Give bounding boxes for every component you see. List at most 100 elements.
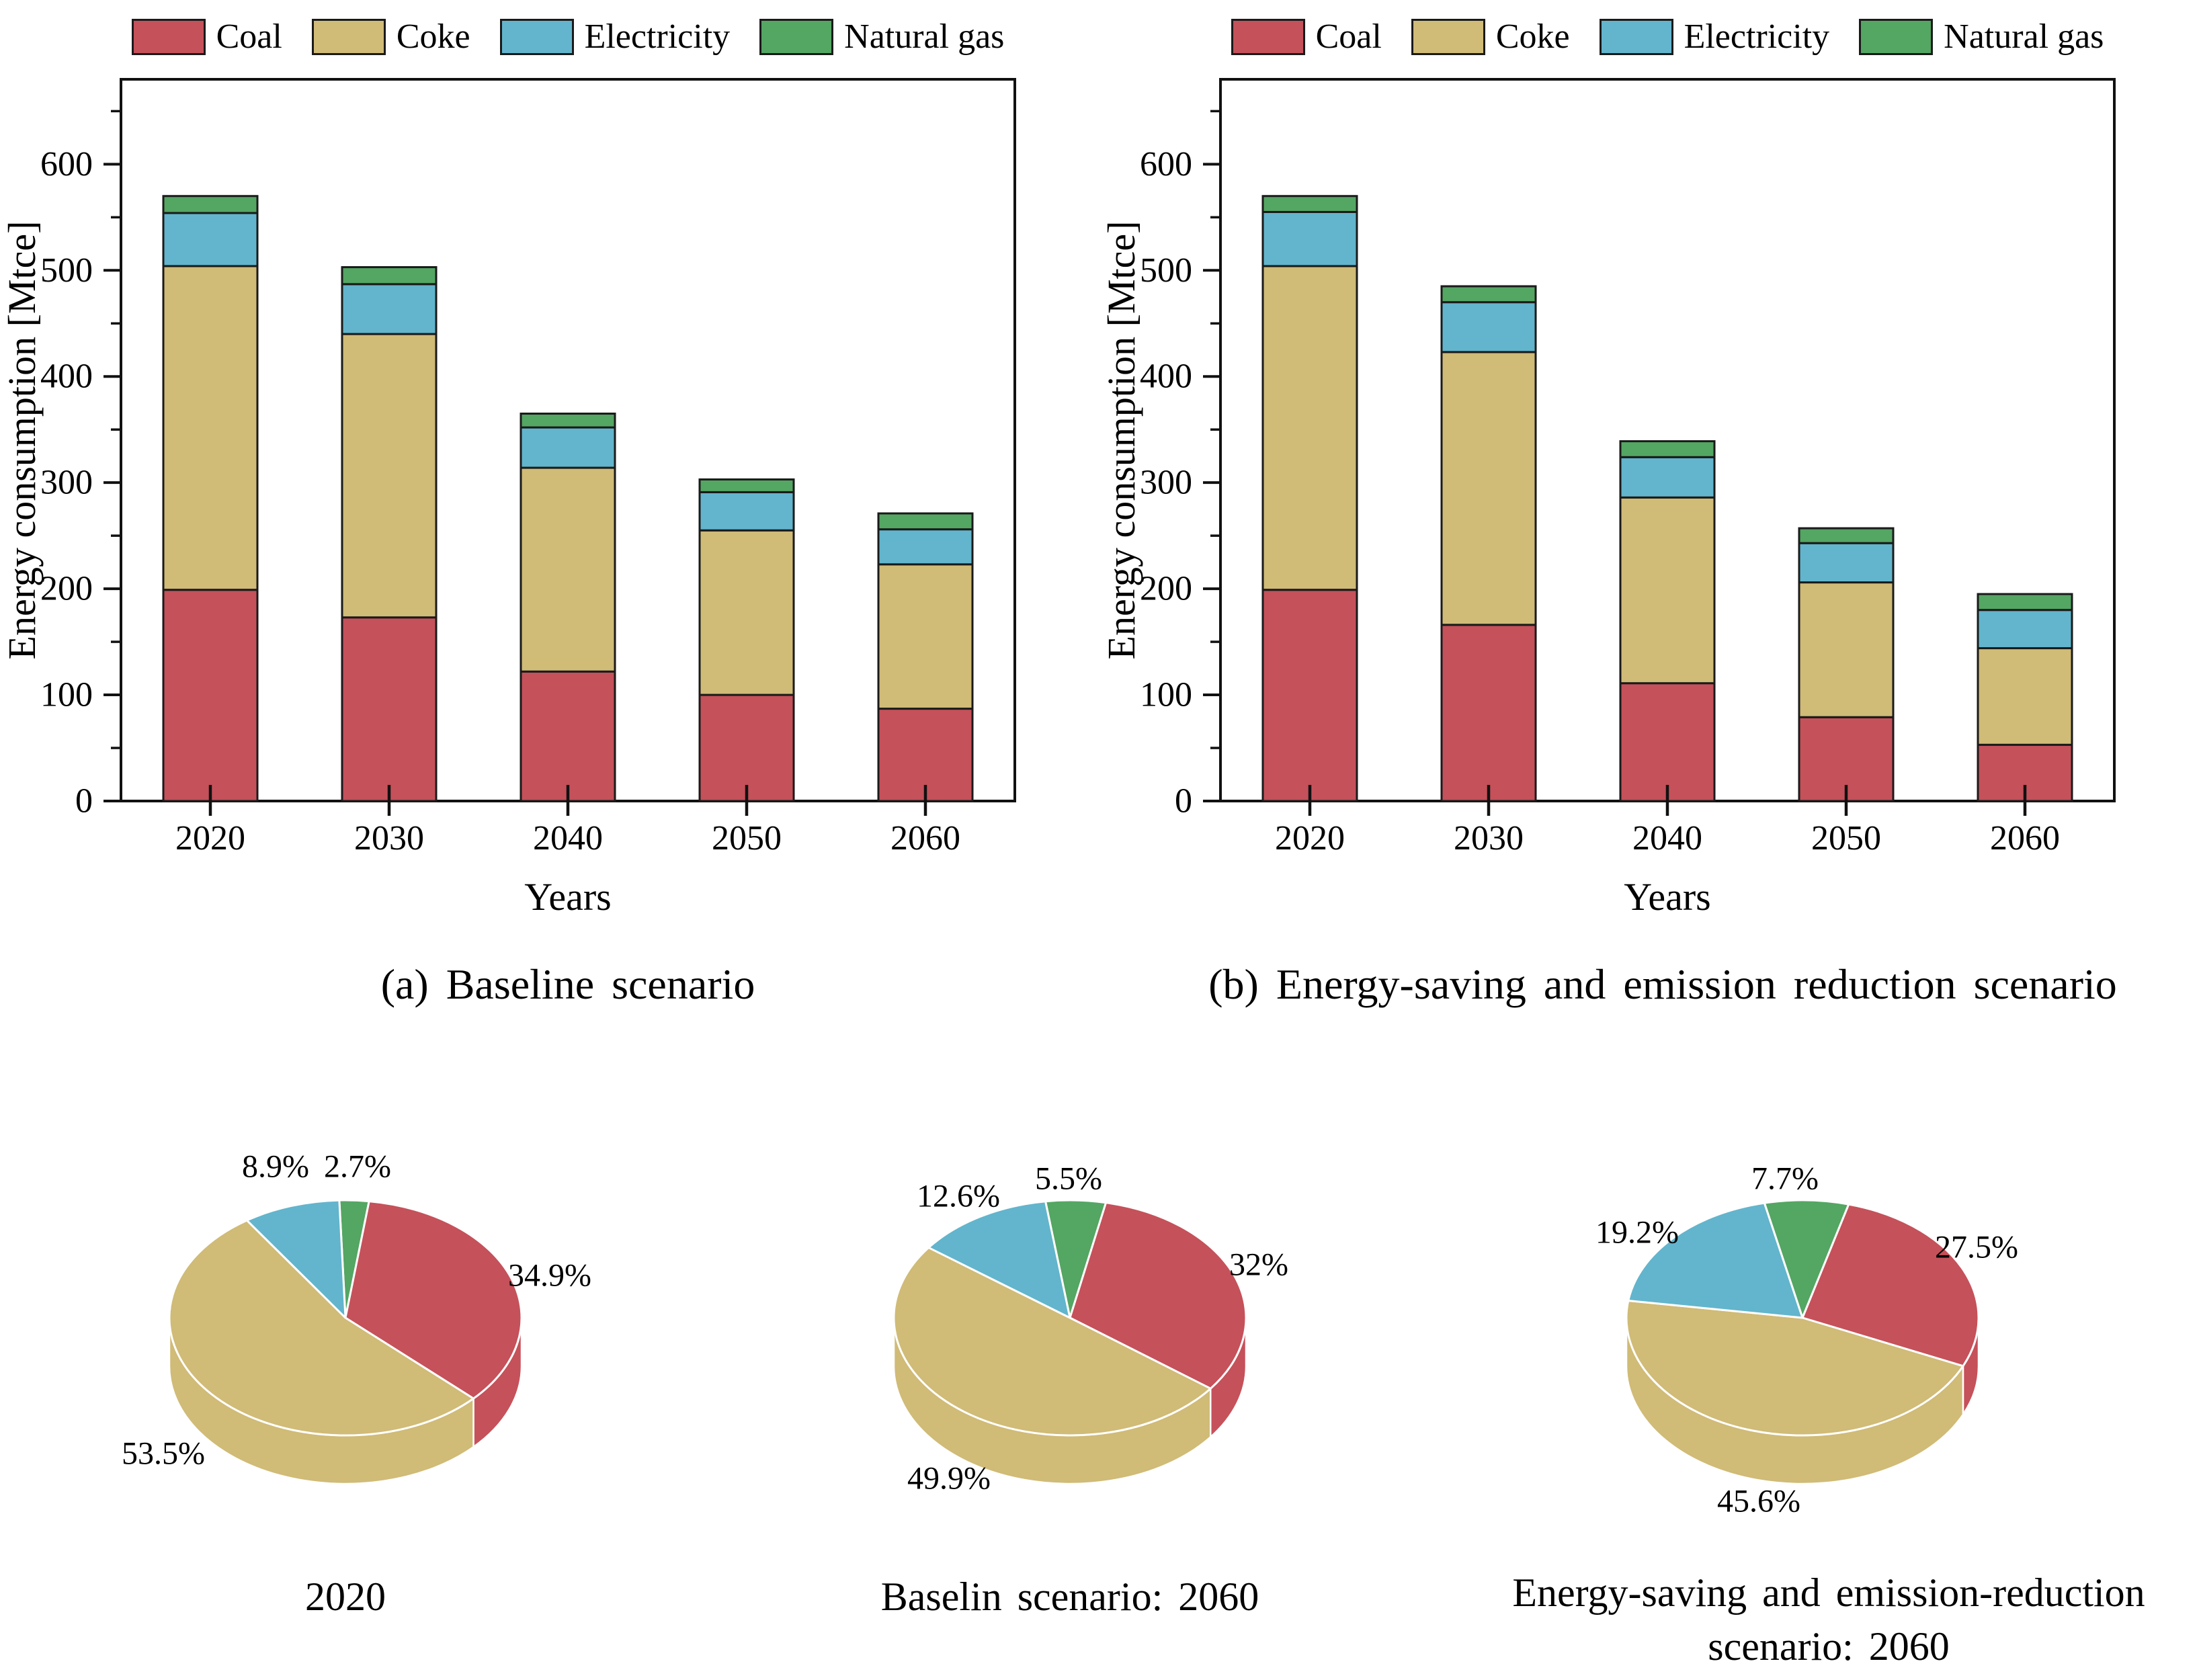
x-tick-label-2040: 2040 <box>1632 819 1702 857</box>
y-tick-label: 200 <box>40 570 93 608</box>
y-tick-label: 400 <box>40 358 93 396</box>
legend-swatch-icon <box>759 19 834 55</box>
pie-charts-canvas: 2.7% 34.9% 53.5% 8.9% 5.5% 32% 49.9% 12.6% 7.7% 2… <box>122 1149 2018 1519</box>
legend-item-natural-gas: Natural gas <box>759 19 1004 55</box>
bar-segment-natural-gas-2040 <box>1619 440 1716 458</box>
y-tick-label: 100 <box>40 676 93 714</box>
caption-pie-energy-saving-2060-line2: scenario: 2060 <box>1708 1624 1950 1669</box>
x-tick-label-2050: 2050 <box>712 819 782 857</box>
x-axis-title: Years <box>1624 875 1710 919</box>
caption-pie-baselin-2060: Baselin scenario: 2060 <box>880 1574 1259 1619</box>
pie-label-electricity: 8.9% <box>242 1149 309 1185</box>
bar-segment-natural-gas-2060 <box>877 512 974 531</box>
pie-label-coke: 49.9% <box>907 1461 991 1497</box>
legend-item-electricity: Electricity <box>499 17 731 56</box>
bar-segment-electricity-2020 <box>162 212 259 267</box>
pie-slice-natural-gas <box>1763 1199 1850 1319</box>
x-tick-label-2040: 2040 <box>533 819 603 857</box>
legend-item-coal: Coal <box>1231 19 1382 55</box>
legend-swatch-icon <box>1859 19 1934 55</box>
bar-segment-coke-2040 <box>520 466 616 673</box>
pie-slice-electricity <box>927 1200 1071 1319</box>
bar-segment-coke-2050 <box>1798 581 1895 718</box>
bar-segment-coal-2040 <box>520 670 616 802</box>
legend-item-coal: Coal <box>131 17 282 56</box>
bar-segment-coke-2050 <box>698 529 795 696</box>
legend-swatch-icon <box>311 19 386 55</box>
bar-segment-coal-2050 <box>698 694 795 802</box>
y-tick-label: 500 <box>40 251 93 290</box>
bar-segment-coke-2030 <box>1440 351 1537 626</box>
y-tick-label: 300 <box>40 464 93 502</box>
legend-swatch-icon <box>131 19 206 55</box>
pie-slice-coke <box>893 1247 1212 1437</box>
pie-label-natural-gas: 7.7% <box>1751 1161 1819 1197</box>
bar-segment-natural-gas-2050 <box>698 478 795 493</box>
legend-label: Electricity <box>1684 17 1830 56</box>
bar-segment-coal-2020 <box>162 589 259 802</box>
legend-label: Natural gas <box>1944 17 2104 56</box>
pie-label-coal: 32% <box>1229 1247 1288 1283</box>
bar-segment-electricity-2020 <box>1261 210 1358 267</box>
pie-slice-coal <box>1801 1203 1980 1368</box>
legend-item-natural-gas: Natural gas <box>1859 19 2104 55</box>
bar-segment-coke-2030 <box>341 333 438 619</box>
legend-item-coke: Coke <box>1411 19 1570 55</box>
y-tick-label: 500 <box>1140 251 1192 290</box>
bar-segment-coal-2030 <box>1440 624 1537 802</box>
legend-label: Coke <box>1495 17 1570 56</box>
pie-label-electricity: 12.6% <box>917 1179 1000 1214</box>
x-tick-label-2030: 2030 <box>1454 819 1524 857</box>
y-tick-label: 300 <box>1140 464 1192 502</box>
pie-slice-coke <box>168 1219 474 1437</box>
legend-energy-saving: Coal Coke Electricity Natural gas <box>1220 19 2114 55</box>
bar-segment-electricity-2040 <box>1619 456 1716 499</box>
caption-baseline-scenario: (a) Baseline scenario <box>380 960 755 1008</box>
pie-slice-electricity <box>1627 1202 1804 1319</box>
legend-swatch-icon <box>1599 19 1673 55</box>
pie-label-natural-gas: 2.7% <box>324 1149 391 1185</box>
bar-segment-coke-2060 <box>877 563 974 710</box>
legend-label: Coal <box>216 17 282 56</box>
pie-slice-electricity <box>245 1199 347 1319</box>
bar-segment-coke-2060 <box>1977 647 2073 746</box>
baseline-bar-chart-canvas: 0 100 200 300 400 500 600 2020 2030 2040 2050 2060 Y… <box>0 78 1016 919</box>
x-tick-label-2030: 2030 <box>354 819 424 857</box>
y-tick-label: 400 <box>1140 358 1192 396</box>
bar-segment-coke-2020 <box>1261 265 1358 591</box>
legend-swatch-icon <box>1411 19 1485 55</box>
legend-item-coke: Coke <box>311 17 470 56</box>
y-axis-title: Energy consumption [Mtce] <box>1100 221 1143 660</box>
y-tick-label: 600 <box>40 145 93 183</box>
bar-segment-natural-gas-2020 <box>162 195 259 214</box>
pie-label-electricity: 19.2% <box>1595 1215 1679 1251</box>
bar-segment-coke-2020 <box>162 265 259 591</box>
legend-label: Coke <box>396 17 470 56</box>
caption-pie-2020: 2020 <box>305 1574 386 1619</box>
panel-baseline-bar-chart: 0 100 200 300 400 500 600 2020 2030 2040 2050 2060 Y… <box>0 0 1100 1048</box>
pie-label-coal: 34.9% <box>508 1258 591 1294</box>
bar-segment-electricity-2030 <box>341 283 438 335</box>
energy-saving-bar-chart-canvas: 0 100 200 300 400 500 600 2020 2030 2040 2050 2060 Y… <box>1100 78 2116 919</box>
bar-segment-coal-2020 <box>1261 589 1358 802</box>
caption-pie-energy-saving-2060-line1: Energy-saving and emission-reduction <box>1512 1570 2145 1615</box>
legend-label: Coal <box>1315 17 1382 56</box>
pie-label-coke: 53.5% <box>122 1436 205 1472</box>
bar-segment-electricity-2050 <box>1798 542 1895 584</box>
x-tick-label-2060: 2060 <box>1990 819 2060 857</box>
bar-segment-coal-2040 <box>1619 682 1716 802</box>
y-tick-label: 100 <box>1140 676 1192 714</box>
y-axis-title: Energy consumption [Mtce] <box>0 221 44 660</box>
legend-baseline: Coal Coke Electricity Natural gas <box>121 19 1015 55</box>
bar-segment-natural-gas-2020 <box>1261 195 1358 213</box>
legend-item-electricity: Electricity <box>1599 17 1830 56</box>
bar-segment-electricity-2040 <box>520 426 616 469</box>
x-axis-title: Years <box>524 875 611 919</box>
y-tick-label: 0 <box>1175 782 1192 821</box>
pie-label-coal: 27.5% <box>1935 1230 2018 1265</box>
bar-segment-natural-gas-2060 <box>1977 593 2073 612</box>
pie-label-coke: 45.6% <box>1717 1484 1800 1519</box>
bar-segment-natural-gas-2040 <box>520 413 616 429</box>
pie-slice-coal <box>1069 1202 1247 1390</box>
legend-label: Electricity <box>584 17 731 56</box>
